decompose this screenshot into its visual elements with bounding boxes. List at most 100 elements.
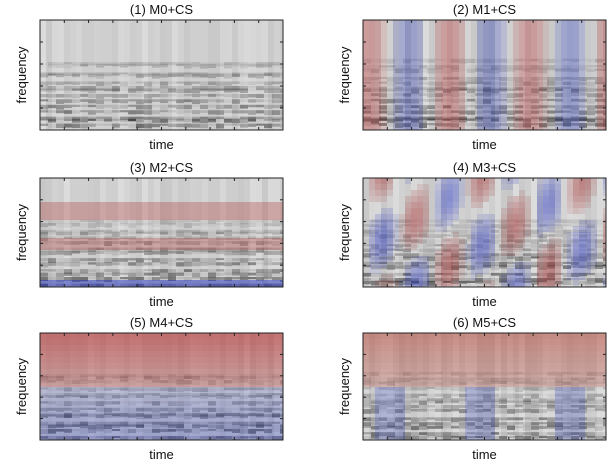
tint: [513, 202, 519, 208]
tint: [82, 423, 88, 429]
tint: [381, 196, 387, 202]
tint: [549, 226, 555, 232]
streak: [216, 99, 224, 102]
tint: [555, 62, 561, 68]
tint: [208, 399, 214, 405]
tint: [82, 280, 88, 286]
streak: [192, 273, 200, 278]
tint: [238, 244, 244, 250]
tint: [381, 26, 387, 32]
tint: [495, 50, 501, 56]
tint: [166, 208, 172, 214]
tint: [268, 375, 274, 381]
streak: [192, 94, 200, 97]
tint: [160, 381, 166, 387]
tint: [405, 50, 411, 56]
tint: [567, 20, 573, 26]
tint: [477, 232, 483, 238]
tint: [573, 268, 579, 274]
streak: [240, 99, 248, 102]
streak: [96, 258, 104, 262]
tint: [208, 381, 214, 387]
tint: [477, 80, 483, 86]
tint: [369, 226, 375, 232]
tint: [489, 256, 495, 262]
tint: [597, 62, 603, 68]
tint: [573, 128, 579, 134]
streak: [168, 94, 176, 96]
tint: [501, 92, 507, 98]
tint: [220, 214, 226, 220]
streak: [64, 232, 72, 236]
tint: [453, 256, 459, 262]
tint: [543, 38, 549, 44]
tint: [453, 128, 459, 134]
tint: [172, 375, 178, 381]
tint: [130, 369, 136, 375]
tint: [40, 423, 46, 429]
streak: [539, 387, 547, 391]
streak: [64, 94, 72, 97]
tint: [375, 214, 381, 220]
tint: [178, 339, 184, 345]
streak: [264, 277, 272, 279]
tint: [435, 26, 441, 32]
tint: [154, 417, 160, 423]
tint: [411, 104, 417, 110]
streak: [192, 82, 200, 84]
tint: [501, 104, 507, 110]
streak: [248, 273, 256, 276]
tint: [393, 80, 399, 86]
tint: [459, 190, 465, 196]
tint: [573, 184, 579, 190]
tint: [489, 110, 495, 116]
tint: [76, 387, 82, 393]
tint: [399, 110, 405, 116]
tint: [208, 423, 214, 429]
streak: [48, 269, 56, 272]
streak: [168, 82, 176, 84]
tint: [417, 184, 423, 190]
spectrogram: [363, 333, 611, 441]
tint: [567, 196, 573, 202]
segment: [597, 178, 603, 287]
tint: [46, 375, 52, 381]
tint: [112, 208, 118, 214]
tint: [453, 26, 459, 32]
tint: [214, 351, 220, 357]
tint: [465, 178, 471, 184]
tint: [196, 405, 202, 411]
tint: [369, 220, 375, 226]
tint: [567, 256, 573, 262]
streak: [264, 99, 272, 102]
tint: [441, 226, 447, 232]
tint: [447, 208, 453, 214]
tint: [399, 232, 405, 238]
tint: [232, 333, 238, 339]
tint: [220, 387, 226, 393]
tint: [519, 104, 525, 110]
streak: [128, 269, 136, 272]
tint: [52, 214, 58, 220]
tint: [154, 387, 160, 393]
tint: [154, 357, 160, 363]
streak: [499, 405, 507, 408]
tint: [160, 333, 166, 339]
tint: [519, 116, 525, 122]
streak: [168, 258, 176, 262]
tint: [579, 110, 585, 116]
tint: [244, 411, 250, 417]
streak: [563, 281, 571, 285]
tint: [411, 202, 417, 208]
tint: [519, 92, 525, 98]
tint: [148, 369, 154, 375]
tint: [477, 202, 483, 208]
tint: [579, 74, 585, 80]
tint: [52, 244, 58, 250]
streak: [451, 394, 459, 397]
tint: [417, 38, 423, 44]
tint: [70, 202, 76, 208]
streak: [539, 239, 547, 242]
tint: [76, 375, 82, 381]
streak: [248, 220, 256, 224]
